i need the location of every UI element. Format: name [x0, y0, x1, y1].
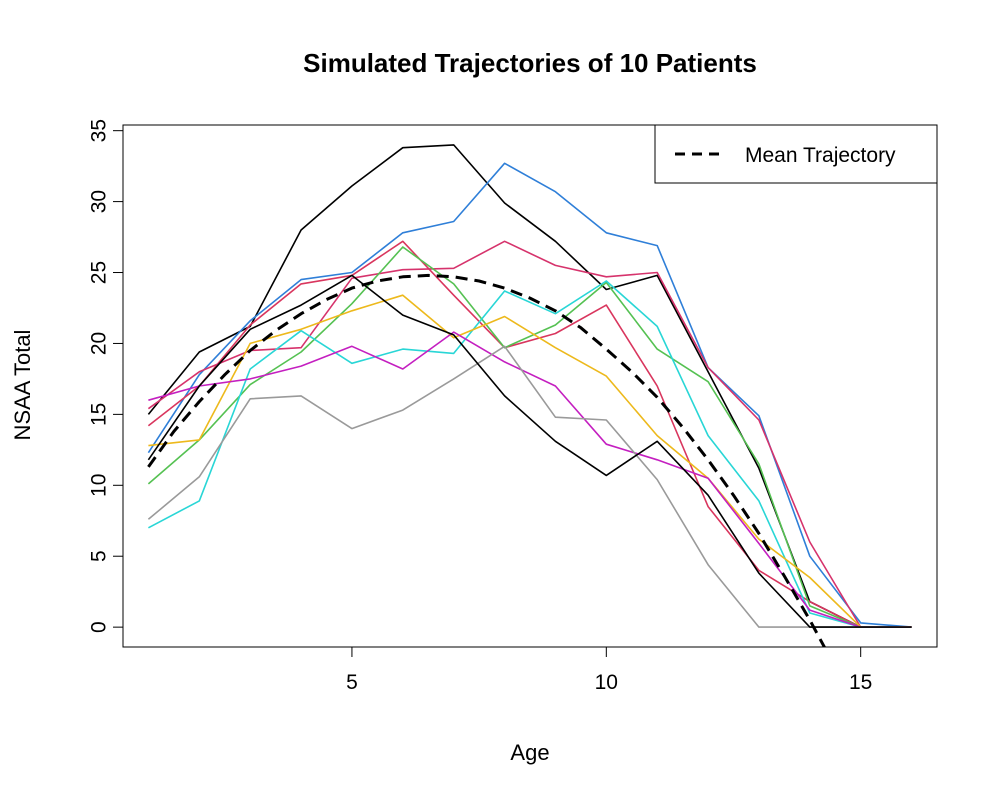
x-tick-label-10: 10 [595, 671, 618, 694]
chart-title: Simulated Trajectories of 10 Patients [303, 48, 757, 78]
series-line-patient-8 [148, 331, 912, 628]
series-line-patient-6 [148, 280, 912, 628]
plot-area [147, 144, 912, 647]
x-axis-label: Age [510, 740, 549, 765]
series-line-patient-2 [147, 162, 912, 628]
y-tick-label-10: 10 [87, 474, 110, 497]
series-line-patient-1 [147, 144, 912, 628]
y-tick-label-20: 20 [87, 332, 110, 355]
x-tick-label-15: 15 [849, 671, 872, 694]
legend-label-mean-trajectory: Mean Trajectory [745, 144, 896, 167]
series-line-patient-10 [147, 274, 912, 628]
y-tick-label-0: 0 [87, 621, 110, 633]
series-line-patient-3 [147, 240, 912, 628]
legend: Mean Trajectory [654, 124, 938, 184]
axes: 5 10 15 0 5 10 15 20 25 30 35 [87, 119, 872, 694]
mean-trajectory-line [147, 273, 827, 647]
y-tick-label-5: 5 [87, 550, 110, 562]
x-tick-label-5: 5 [346, 671, 358, 694]
plot-frame [122, 124, 938, 648]
y-tick-label-25: 25 [87, 261, 110, 284]
y-tick-label-35: 35 [87, 119, 110, 142]
series-line-patient-7 [148, 294, 912, 628]
y-axis-label: NSAA Total [10, 330, 35, 441]
series-line-patient-9 [147, 345, 912, 628]
y-tick-label-15: 15 [87, 403, 110, 426]
series-line-patient-5 [147, 246, 912, 628]
y-tick-label-30: 30 [87, 190, 110, 213]
